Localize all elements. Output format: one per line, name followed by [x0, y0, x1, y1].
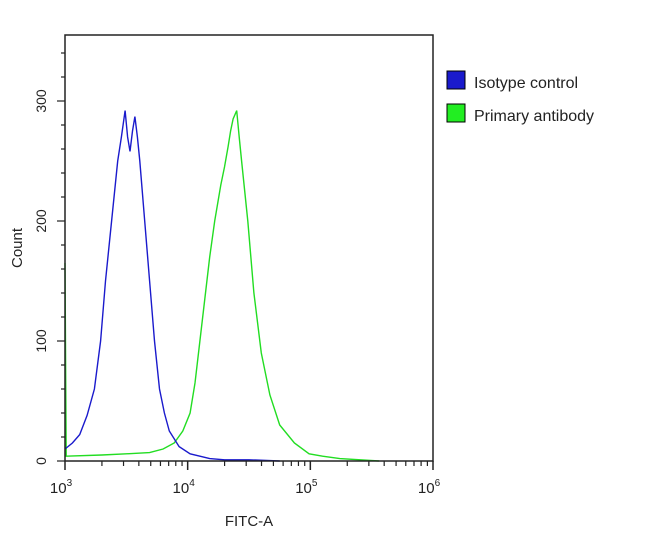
plot-frame [64, 34, 434, 462]
series-layer [64, 110, 380, 462]
x-axis: 103 104 105 106 [50, 461, 441, 497]
x-tick-label: 105 [295, 478, 318, 497]
y-tick-label: 100 [33, 329, 49, 353]
legend-swatch-isotype [446, 70, 466, 90]
y-tick-label: 300 [33, 89, 49, 113]
y-axis: 0 100 200 300 [33, 52, 65, 465]
series-line-1 [64, 110, 380, 462]
legend-swatch-primary [446, 103, 466, 123]
series-line-0 [64, 110, 280, 462]
legend-label-primary: Primary antibody [474, 108, 594, 125]
y-tick-label: 0 [33, 457, 49, 465]
x-tick-label: 103 [50, 478, 73, 497]
legend-label-isotype: Isotype control [474, 75, 578, 92]
y-axis-label: Count [9, 227, 26, 268]
x-tick-label: 104 [173, 478, 196, 497]
x-axis-label: FITC-A [225, 513, 273, 530]
legend: Isotype control Primary antibody [446, 70, 594, 125]
y-tick-label: 200 [33, 209, 49, 233]
x-tick-label: 106 [418, 478, 441, 497]
